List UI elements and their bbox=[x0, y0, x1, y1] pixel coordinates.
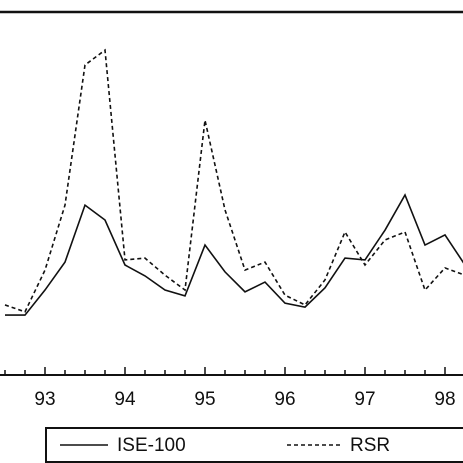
x-tick-label: 94 bbox=[114, 389, 136, 410]
series-line bbox=[4, 48, 463, 313]
legend-label: ISE-100 bbox=[117, 435, 186, 456]
legend-label: RSR bbox=[350, 435, 390, 456]
x-tick-label: 96 bbox=[274, 389, 295, 410]
x-tick-label: 97 bbox=[354, 389, 375, 410]
x-tick-label: 98 bbox=[434, 389, 455, 410]
series-line bbox=[5, 193, 463, 316]
x-tick-label: 95 bbox=[194, 389, 215, 410]
x-tick-label: 93 bbox=[34, 389, 55, 410]
legend-box bbox=[45, 427, 463, 463]
